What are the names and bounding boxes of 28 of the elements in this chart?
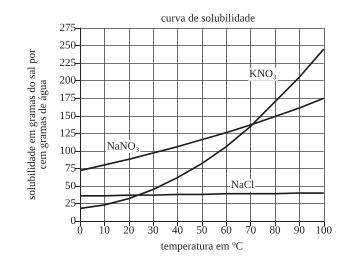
x-tick-label: 60 [220,224,232,237]
y-tick-label: 25 [65,198,76,210]
y-tick-label: 125 [60,127,76,140]
series-label: NaCl [231,179,254,192]
series-label: NaNO₃ [106,140,140,152]
y-tick-label: 75 [65,162,76,174]
x-tick-label: 90 [294,224,306,237]
y-tick-label: 250 [60,40,76,52]
y-axis-title: solubilidade em gramas do sal por cem gramas de água [26,48,50,200]
x-tick-label: 80 [270,224,281,237]
series-label: KNO₃ [249,68,277,80]
y-tick-label: 0 [70,215,76,228]
x-tick-label: 10 [98,224,110,237]
y-tick-label: 225 [60,57,76,70]
x-tick-label: 100 [316,224,332,237]
x-tick-label: 40 [172,224,184,237]
chart-title: curva de solubilidade [160,12,256,24]
y-tick-label: 200 [60,74,76,87]
y-tick-label: 175 [60,92,76,104]
x-tick-label: 20 [123,224,135,237]
y-tick-label: 275 [60,22,76,34]
y-tick-label: 100 [60,144,76,157]
y-tick-label: 150 [60,110,76,122]
x-tick-label: 70 [245,224,257,237]
x-tick-label: 30 [148,224,160,237]
y-tick-label: 50 [65,180,76,192]
x-axis-title: temperatura em ºC [160,240,243,252]
x-tick-label: 50 [196,224,208,237]
